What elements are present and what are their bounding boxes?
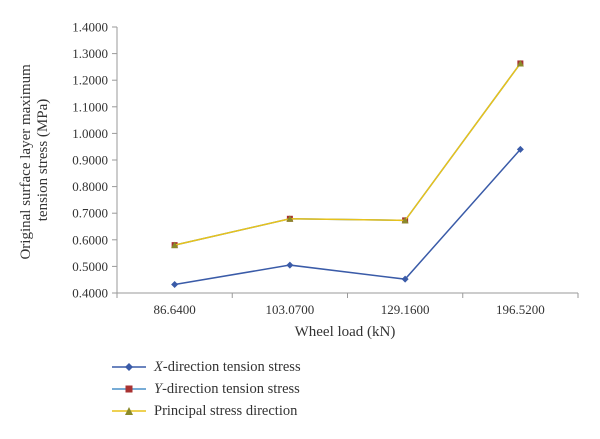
y-tick-label: 0.7000: [72, 206, 108, 221]
x-tick-label: 196.5200: [496, 302, 545, 317]
legend-item-x: X-direction tension stress: [112, 356, 301, 378]
legend-label-x: X-direction tension stress: [154, 358, 301, 375]
legend: X-direction tension stress Y-direction t…: [112, 356, 301, 422]
data-point: [171, 280, 179, 288]
y-axis-title: Original surface layer maximum tension s…: [18, 60, 51, 259]
data-point: [286, 215, 294, 222]
legend-swatch-x: [112, 363, 146, 371]
series-layer: [171, 59, 524, 288]
legend-label-y: Y-direction tension stress: [154, 380, 300, 397]
legend-swatch-y: [112, 385, 146, 393]
x-axis-title: Wheel load (kN): [295, 324, 396, 340]
y-tick-label: 0.9000: [72, 153, 108, 168]
data-point: [286, 261, 294, 269]
axes: 0.4000 0.5000 0.6000 0.7000 0.8000 0.9000 1.00…: [72, 20, 579, 317]
series-line: [174, 62, 521, 246]
series-3: [171, 59, 524, 249]
data-point: [401, 275, 409, 283]
y-tick-label: 0.8000: [72, 179, 108, 194]
legend-item-principal: Principal stress direction: [112, 400, 301, 422]
legend-swatch-principal: [112, 407, 146, 415]
y-tick-label: 0.4000: [72, 286, 108, 301]
x-tick-label: 103.0700: [266, 302, 315, 317]
x-tick-label: 86.6400: [154, 302, 196, 317]
series-1: [171, 145, 524, 288]
data-point: [516, 59, 524, 67]
y-tick-label: 1.3000: [72, 46, 108, 61]
y-tick-label: 1.0000: [72, 126, 108, 141]
data-point: [171, 241, 179, 249]
data-point: [516, 145, 524, 153]
y-tick-label: 1.1000: [72, 99, 108, 114]
legend-label-principal: Principal stress direction: [154, 402, 298, 419]
legend-item-y: Y-direction tension stress: [112, 378, 301, 400]
x-tick-label: 129.1600: [381, 302, 430, 317]
y-tick-label: 1.4000: [72, 20, 108, 35]
y-tick-label: 0.6000: [72, 232, 108, 247]
series-line: [174, 148, 521, 286]
series-line: [174, 62, 521, 246]
y-axis-title-line-1: Original surface layer maximum: [18, 64, 34, 260]
data-point: [401, 216, 409, 224]
y-tick-label: 1.2000: [72, 73, 108, 88]
y-axis-title-line-2: tension stress (MPa): [35, 99, 51, 222]
y-tick-label: 0.5000: [72, 259, 108, 274]
